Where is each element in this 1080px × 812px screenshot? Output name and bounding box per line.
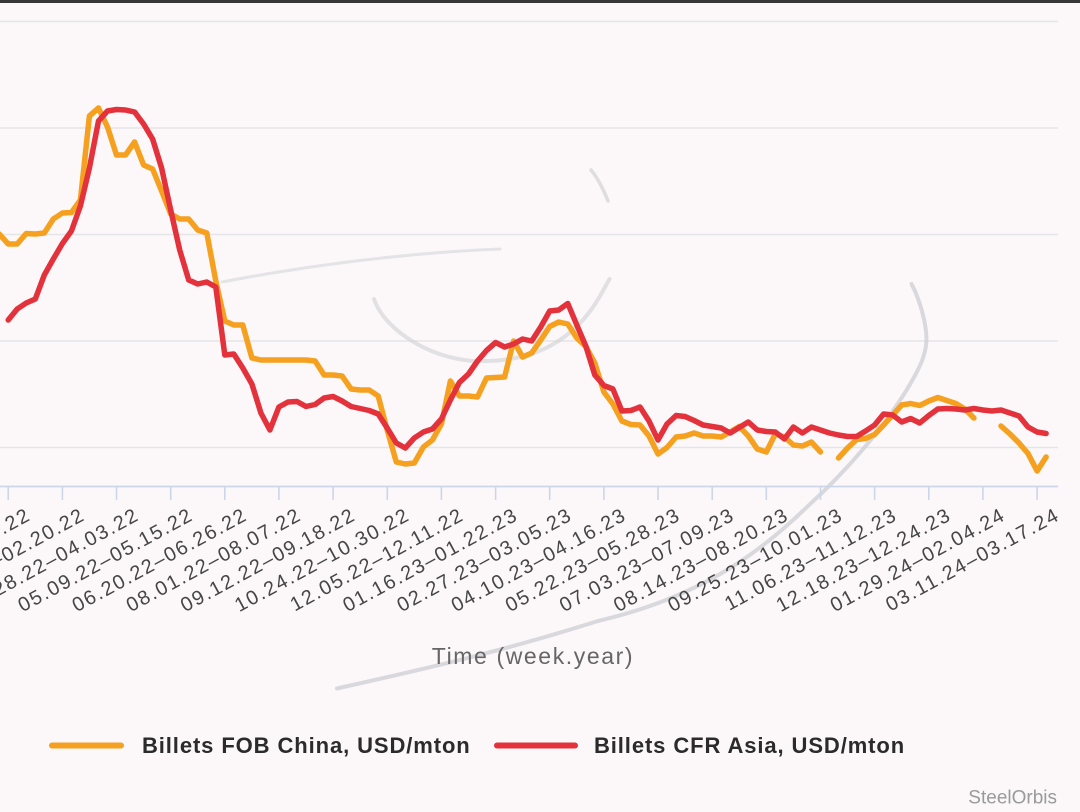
svg-text:SteelOrbis: SteelOrbis: [968, 788, 1057, 809]
svg-text:Time (week.year): Time (week.year): [432, 643, 634, 669]
svg-text:Billets FOB China, USD/mton: Billets FOB China, USD/mton: [142, 733, 471, 758]
svg-text:Billets CFR Asia, USD/mton: Billets CFR Asia, USD/mton: [594, 733, 905, 758]
